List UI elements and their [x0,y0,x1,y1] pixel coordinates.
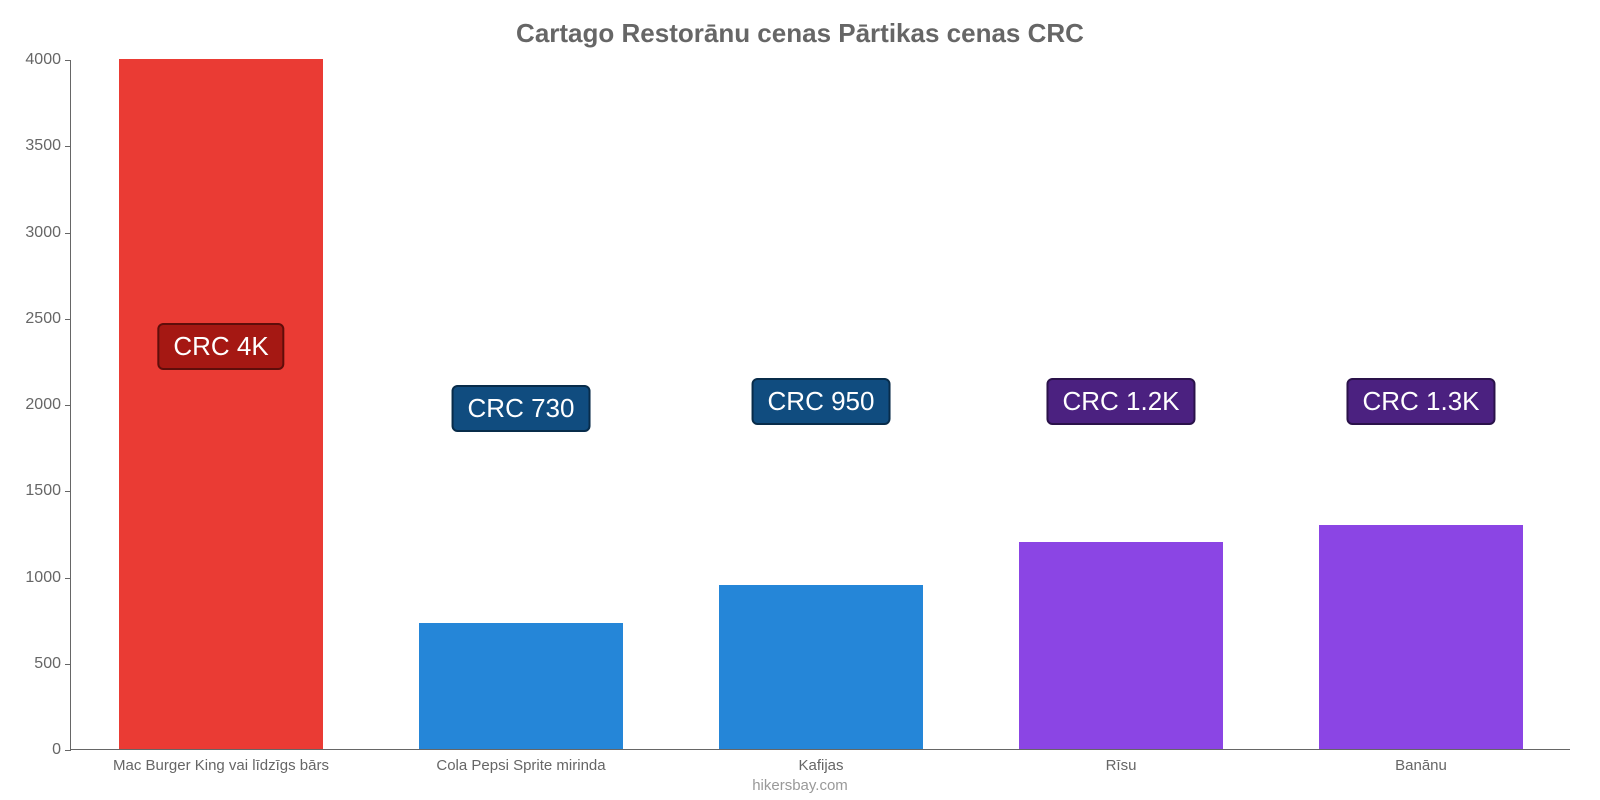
chart-container: Cartago Restorānu cenas Pārtikas cenas C… [0,0,1600,800]
chart-footer: hikersbay.com [0,777,1600,794]
value-badge: CRC 4K [157,323,284,370]
y-tick-label: 2500 [25,310,61,328]
y-tick-label: 3000 [25,224,61,242]
y-tick-label: 0 [52,741,61,759]
y-tick-mark [65,405,71,406]
y-tick-mark [65,60,71,61]
y-tick-label: 1000 [25,569,61,587]
y-tick-mark [65,319,71,320]
y-tick-mark [65,146,71,147]
value-badge: CRC 730 [452,385,591,432]
y-tick-mark [65,578,71,579]
bar [719,585,923,749]
bar [419,623,623,749]
value-badge: CRC 950 [752,378,891,425]
y-tick-mark [65,750,71,751]
bar-slot: CRC 4KMac Burger King vai līdzīgs bārs [71,60,371,749]
y-tick-label: 1500 [25,482,61,500]
bars-layer: CRC 4KMac Burger King vai līdzīgs bārsCR… [71,60,1570,749]
bar [1019,542,1223,749]
x-axis-label: Banānu [1271,757,1571,774]
y-tick-label: 2000 [25,396,61,414]
value-badge: CRC 1.2K [1046,378,1195,425]
bar [119,59,323,749]
chart-title: Cartago Restorānu cenas Pārtikas cenas C… [0,18,1600,49]
bar-slot: CRC 1.3KBanānu [1271,60,1571,749]
value-badge: CRC 1.3K [1346,378,1495,425]
bar-slot: CRC 950Kafijas [671,60,971,749]
y-tick-mark [65,491,71,492]
x-axis-label: Rīsu [971,757,1271,774]
y-tick-label: 4000 [25,51,61,69]
y-tick-mark [65,664,71,665]
x-axis-label: Kafijas [671,757,971,774]
y-tick-label: 3500 [25,137,61,155]
plot-area: CRC 4KMac Burger King vai līdzīgs bārsCR… [70,60,1570,750]
bar [1319,525,1523,749]
bar-slot: CRC 1.2KRīsu [971,60,1271,749]
y-tick-label: 500 [34,655,61,673]
x-axis-label: Mac Burger King vai līdzīgs bārs [71,757,371,774]
x-axis-label: Cola Pepsi Sprite mirinda [371,757,671,774]
y-tick-mark [65,233,71,234]
bar-slot: CRC 730Cola Pepsi Sprite mirinda [371,60,671,749]
